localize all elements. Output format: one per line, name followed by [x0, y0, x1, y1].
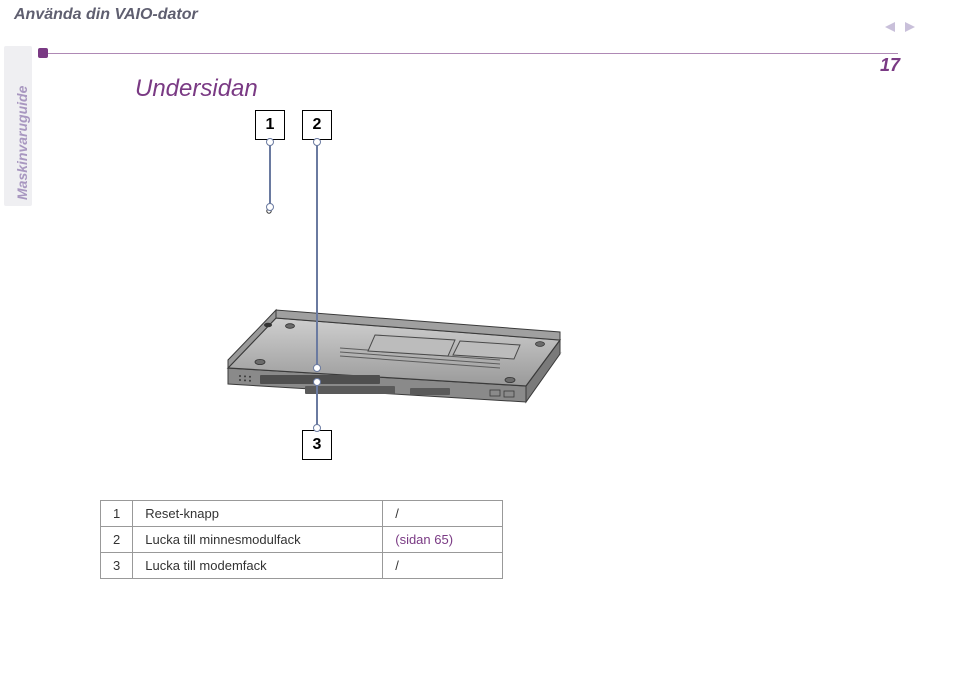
- callout-line-3: [316, 382, 318, 428]
- page-number: 17: [860, 55, 920, 76]
- table-row: 3 Lucka till modemfack /: [101, 553, 503, 579]
- legend-ref: /: [383, 501, 503, 527]
- horizontal-rule: [48, 53, 898, 54]
- section-bullet: [38, 48, 48, 58]
- page-nav-arrows[interactable]: [885, 20, 915, 34]
- table-row: 2 Lucka till minnesmodulfack (sidan 65): [101, 527, 503, 553]
- page-root: Använda din VAIO-dator Maskinvaruguide 1…: [0, 0, 960, 690]
- callout-line-2: [316, 142, 318, 368]
- sidebar-label: Maskinvaruguide: [8, 46, 36, 206]
- callout-box-3: 3: [302, 430, 332, 460]
- section-title: Undersidan: [135, 75, 258, 103]
- diagram: 1 2 3: [150, 110, 630, 470]
- callout-line-1: [269, 142, 271, 207]
- legend-ref: /: [383, 553, 503, 579]
- breadcrumb: Använda din VAIO-dator: [14, 6, 198, 24]
- legend-number: 2: [101, 527, 133, 553]
- legend-name: Lucka till minnesmodulfack: [133, 527, 383, 553]
- laptop-underside-illustration: [190, 180, 590, 440]
- table-row: 1 Reset-knapp /: [101, 501, 503, 527]
- callout-box-2: 2: [302, 110, 332, 140]
- callout-box-1: 1: [255, 110, 285, 140]
- legend-number: 1: [101, 501, 133, 527]
- legend-number: 3: [101, 553, 133, 579]
- legend-name: Reset-knapp: [133, 501, 383, 527]
- legend-ref-link[interactable]: (sidan 65): [383, 527, 503, 553]
- legend-name: Lucka till modemfack: [133, 553, 383, 579]
- legend-table: 1 Reset-knapp / 2 Lucka till minnesmodul…: [100, 500, 503, 579]
